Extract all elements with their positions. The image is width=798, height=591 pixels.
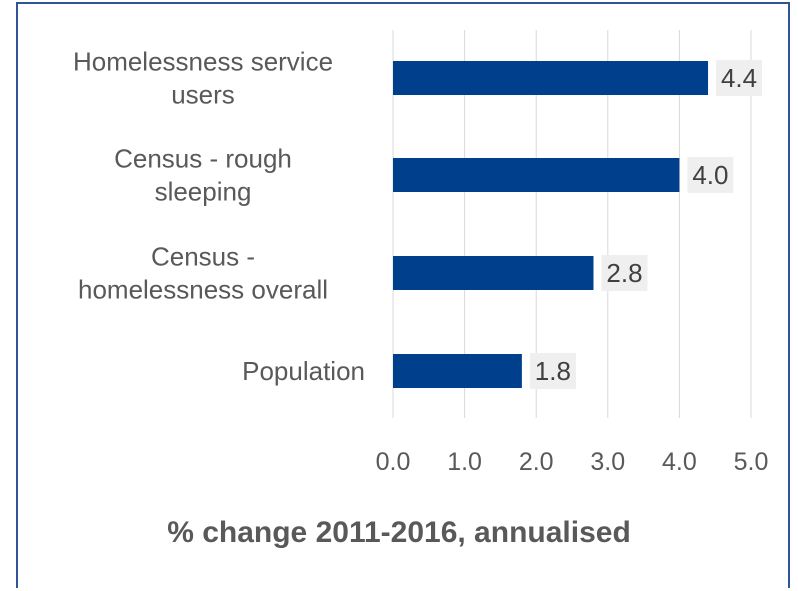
category-label: Census - rough sleeping — [114, 144, 292, 207]
x-axis-title: % change 2011-2016, annualised — [167, 516, 631, 549]
data-label-box — [716, 60, 763, 96]
category-label: Census -homelessness overall — [78, 242, 328, 305]
data-label-box — [687, 157, 734, 193]
data-label: 4.4 — [721, 63, 757, 93]
data-label-box — [529, 353, 576, 389]
x-tick-label: 5.0 — [734, 448, 769, 476]
data-label: 2.8 — [606, 258, 642, 288]
bar — [393, 256, 594, 290]
bar — [393, 354, 522, 388]
category-label: Homelessness service users — [73, 47, 333, 110]
data-label: 4.0 — [692, 160, 728, 190]
data-label-box — [601, 255, 648, 291]
x-tick-label: 3.0 — [590, 448, 625, 476]
x-tick-label: 1.0 — [447, 448, 482, 476]
category-label: Population — [242, 356, 365, 386]
x-tick-label: 4.0 — [662, 448, 697, 476]
bar — [393, 61, 709, 95]
chart-frame — [16, 2, 790, 588]
data-label: 1.8 — [535, 356, 571, 386]
x-tick-label: 2.0 — [519, 448, 554, 476]
x-tick-label: 0.0 — [376, 448, 411, 476]
bar — [393, 158, 680, 192]
